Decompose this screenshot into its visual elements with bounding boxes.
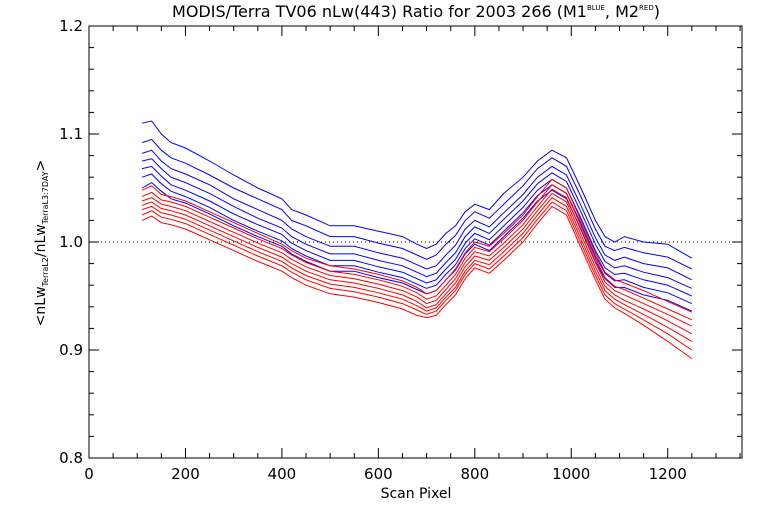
- y-axis-label: <nLwTerraL2/nLwTerraL3:7DAY>: [33, 160, 50, 327]
- x-tick-label: 400: [268, 465, 297, 483]
- plot-area: [88, 25, 743, 459]
- y-tick-label: 0.9: [59, 341, 83, 359]
- x-axis: 0 200 400 600 800 1000 1200: [84, 26, 741, 483]
- series-line-m1-3: [141, 149, 693, 281]
- x-tick-label: 800: [460, 465, 489, 483]
- series-line-m2-8: [141, 178, 693, 313]
- x-tick-label: 1200: [649, 465, 687, 483]
- y-tick-label: 1.0: [59, 233, 83, 251]
- y-tick-label: 0.8: [59, 449, 83, 467]
- series-line-m1-6: [141, 173, 693, 305]
- chart-title: MODIS/Terra TV06 nLw(443) Ratio for 2003…: [172, 2, 660, 21]
- x-axis-label: Scan Pixel: [381, 486, 452, 502]
- series-line-m1-5: [141, 165, 693, 297]
- title-sup-m1: BLUE: [587, 4, 605, 12]
- y-tick-label: 1.1: [59, 125, 83, 143]
- x-tick-label: 1000: [552, 465, 590, 483]
- series-line-m2-11: [141, 192, 693, 335]
- title-sup-m2: RED: [639, 4, 654, 12]
- series-line-m2-10: [141, 188, 693, 327]
- y-axis: 0.8 0.9 1.0 1.1 1.2: [59, 17, 742, 467]
- series-line-m1-1: [141, 120, 693, 259]
- series-line-m2-12: [141, 197, 693, 342]
- series-line-m2-14: [141, 205, 693, 360]
- y-tick-label: 1.2: [59, 17, 83, 35]
- series-line-m2-9: [141, 184, 693, 321]
- x-tick-label: 600: [364, 465, 393, 483]
- series-group: [141, 120, 693, 360]
- x-tick-label: 200: [171, 465, 200, 483]
- series-line-m1-2: [141, 138, 693, 270]
- series-line-m1-4: [141, 158, 693, 289]
- series-line-m2-13: [141, 201, 693, 351]
- x-tick-label: 0: [84, 465, 94, 483]
